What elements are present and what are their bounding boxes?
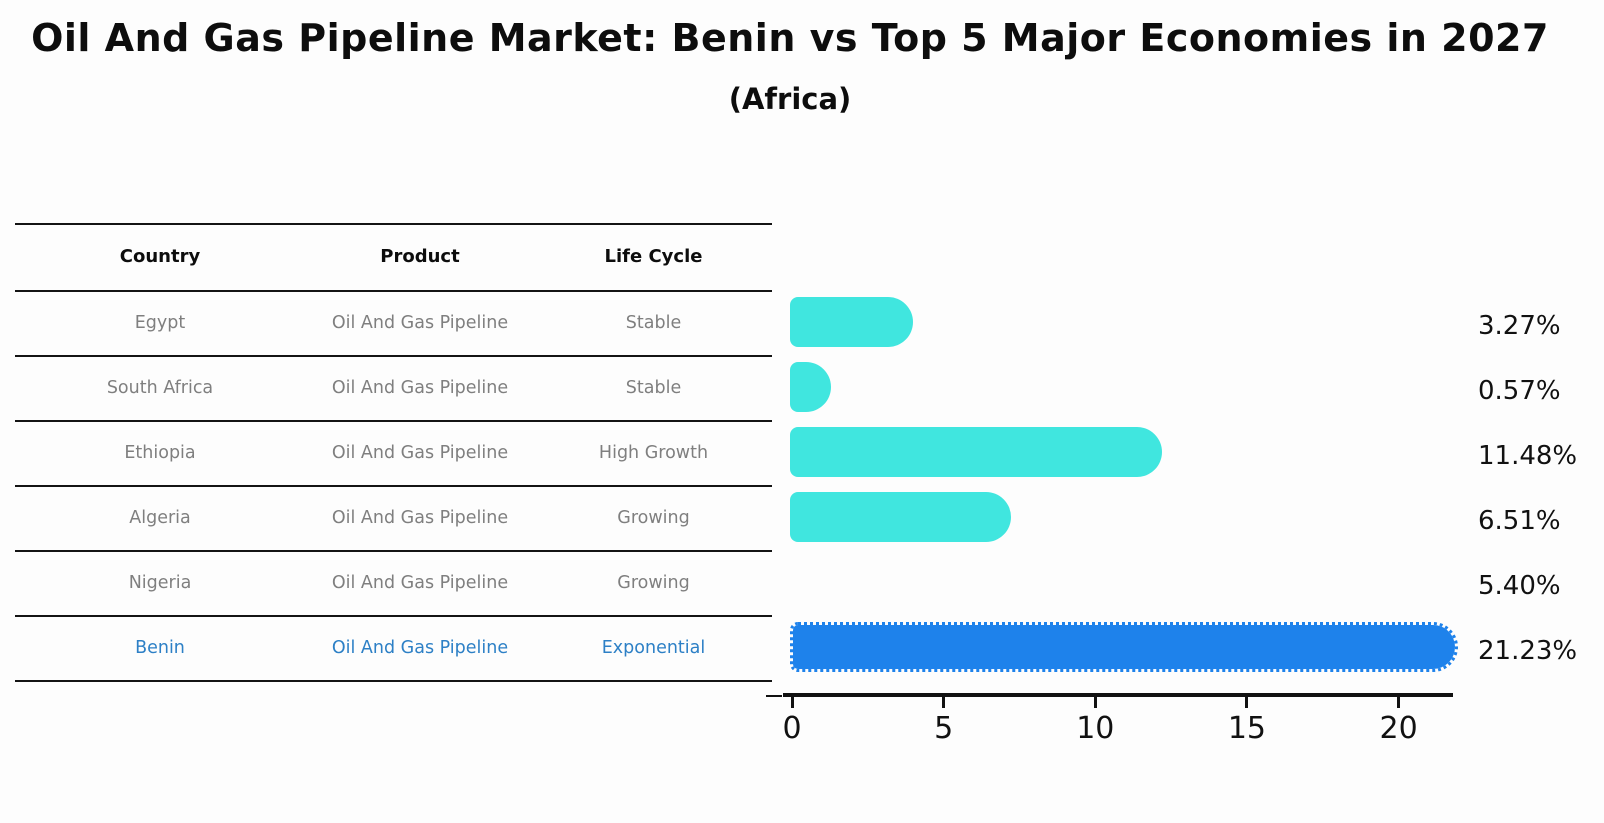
value-label-algeria: 6.51%	[1478, 506, 1561, 536]
cell-country: Egypt	[134, 312, 186, 333]
bar-benin-highlighted	[790, 622, 1458, 672]
x-axis-line	[783, 693, 1453, 697]
cell-life-cycle: Stable	[625, 377, 682, 398]
cell-product: Oil And Gas Pipeline	[331, 377, 509, 398]
table-header-life-cycle: Life Cycle	[604, 246, 703, 267]
bar-ethiopia	[790, 427, 1162, 477]
cell-country: Benin	[135, 637, 185, 658]
cell-product: Oil And Gas Pipeline	[331, 637, 509, 658]
bar-algeria	[790, 492, 1011, 542]
value-label-nigeria: 5.40%	[1478, 571, 1561, 601]
x-tick-mark	[1397, 697, 1401, 708]
x-tick-mark	[790, 697, 794, 708]
x-tick-mark	[942, 697, 946, 708]
table-rule	[15, 680, 772, 682]
x-tick-label: 5	[934, 711, 954, 746]
value-label-benin: 21.23%	[1478, 636, 1578, 666]
table-rule	[15, 420, 772, 422]
x-tick-label: 15	[1227, 711, 1267, 746]
bar-south-africa	[790, 362, 831, 412]
x-tick-label: 20	[1379, 711, 1418, 746]
table-rule	[15, 485, 772, 487]
x-tick-label: 0	[782, 711, 802, 746]
x-tick-label: 10	[1076, 711, 1115, 746]
table-row-benin: Benin Oil And Gas Pipeline Exponential	[15, 615, 772, 680]
x-tick-mark	[1245, 697, 1249, 708]
title-block: Oil And Gas Pipeline Market: Benin vs To…	[0, 0, 1580, 116]
cell-life-cycle: Exponential	[601, 637, 706, 658]
cell-country: Algeria	[129, 507, 191, 528]
table-header-country: Country	[119, 246, 201, 267]
cell-country: Ethiopia	[124, 442, 196, 463]
table-row-nigeria: Nigeria Oil And Gas Pipeline Growing	[15, 550, 772, 615]
cell-country: Nigeria	[128, 572, 192, 593]
table-header-row: Country Product Life Cycle	[15, 223, 772, 290]
cell-country: South Africa	[106, 377, 214, 398]
table-row-ethiopia: Ethiopia Oil And Gas Pipeline High Growt…	[15, 420, 772, 485]
cell-product: Oil And Gas Pipeline	[331, 442, 509, 463]
value-label-ethiopia: 11.48%	[1478, 441, 1578, 471]
table-rule	[15, 290, 772, 292]
table-rule	[15, 223, 772, 225]
table-rule	[15, 355, 772, 357]
table-row-south-africa: South Africa Oil And Gas Pipeline Stable	[15, 355, 772, 420]
cell-life-cycle: Stable	[625, 312, 682, 333]
value-label-egypt: 3.27%	[1478, 311, 1561, 341]
cell-life-cycle: High Growth	[598, 442, 709, 463]
cell-product: Oil And Gas Pipeline	[331, 312, 509, 333]
y-axis-tick	[766, 695, 782, 697]
cell-product: Oil And Gas Pipeline	[331, 572, 509, 593]
chart-title: Oil And Gas Pipeline Market: Benin vs To…	[31, 16, 1549, 60]
x-tick-mark	[1093, 697, 1097, 708]
value-label-south-africa: 0.57%	[1478, 376, 1561, 406]
chart-subtitle: (Africa)	[728, 82, 852, 116]
cell-product: Oil And Gas Pipeline	[331, 507, 509, 528]
cell-life-cycle: Growing	[617, 507, 690, 528]
table-row-algeria: Algeria Oil And Gas Pipeline Growing	[15, 485, 772, 550]
cell-life-cycle: Growing	[617, 572, 690, 593]
bar-egypt	[790, 297, 913, 347]
table-header-product: Product	[380, 246, 460, 267]
table-row-egypt: Egypt Oil And Gas Pipeline Stable	[15, 290, 772, 355]
table-rule	[15, 615, 772, 617]
table-rule	[15, 550, 772, 552]
